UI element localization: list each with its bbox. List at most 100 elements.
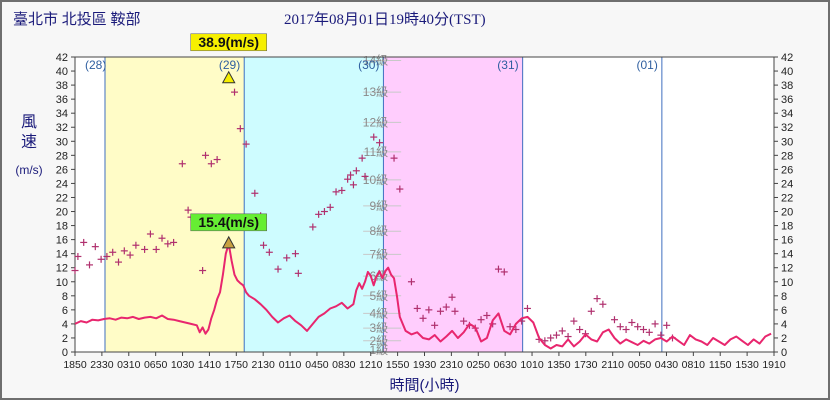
- x-tick-label: 0450: [305, 359, 329, 371]
- gust-point: [291, 250, 299, 258]
- band-pre: [75, 57, 105, 352]
- gust-point: [506, 323, 514, 331]
- x-tick-label: 1910: [762, 359, 786, 371]
- gust-point: [236, 125, 244, 133]
- gust-point: [413, 304, 421, 312]
- y-tick-label-right: 8: [781, 291, 787, 303]
- gust-point: [158, 234, 166, 242]
- y-tick-label-right: 28: [781, 150, 793, 162]
- y-tick-label: 26: [56, 164, 68, 176]
- y-tick-label: 12: [56, 263, 68, 275]
- gust-point: [431, 321, 439, 329]
- gust-point: [634, 323, 642, 331]
- gust-point: [91, 243, 99, 251]
- beaufort-label: 6級: [369, 269, 388, 283]
- x-tick-label: 1930: [413, 359, 437, 371]
- y-tick-label: 34: [56, 108, 68, 120]
- gust-point: [109, 248, 117, 256]
- y-tick-label: 24: [56, 178, 68, 190]
- beaufort-label: 5級: [369, 289, 388, 303]
- gust-point: [103, 252, 111, 260]
- gust-point: [80, 238, 88, 246]
- y-tick-label: 18: [56, 221, 68, 233]
- x-tick-label: 1030: [171, 359, 195, 371]
- x-tick-label: 1350: [547, 359, 571, 371]
- band-day: [244, 57, 384, 352]
- gust-point: [425, 306, 433, 314]
- x-tick-label: 1750: [225, 359, 249, 371]
- x-tick-label: 0810: [682, 359, 706, 371]
- y-tick-label-right: 6: [781, 305, 787, 317]
- gust-point: [460, 317, 468, 325]
- gust-point: [645, 328, 653, 336]
- gust-point: [199, 267, 207, 275]
- y-tick-label-right: 0: [781, 347, 787, 359]
- x-tick-label: 0630: [493, 359, 517, 371]
- y-tick-label-right: 18: [781, 221, 793, 233]
- band-day: [661, 57, 774, 352]
- x-tick-label: 0830: [332, 359, 356, 371]
- gust-point: [390, 154, 398, 162]
- gust-point: [407, 278, 415, 286]
- gust-point: [436, 307, 444, 315]
- x-tick-label: 0650: [144, 359, 168, 371]
- gust-point: [332, 188, 340, 196]
- max-gust-label-box: [190, 33, 267, 52]
- max-gust-marker: [221, 70, 236, 84]
- gust-point: [349, 181, 357, 189]
- y-tick-label: 28: [56, 150, 68, 162]
- mean-wind-line: [74, 242, 772, 350]
- gust-point: [599, 300, 607, 308]
- y-label-unit: (m/s): [15, 163, 42, 177]
- gust-point: [141, 245, 149, 253]
- x-tick-label: 1550: [386, 359, 410, 371]
- max-wind-label-box: [190, 213, 267, 232]
- gust-markers: [71, 75, 676, 345]
- y-tick-label-right: 40: [781, 66, 793, 78]
- beaufort-label: 4級: [369, 306, 388, 320]
- gust-point: [361, 172, 369, 180]
- x-tick-label: 1410: [198, 359, 222, 371]
- gust-point: [576, 326, 584, 334]
- gust-point: [587, 307, 595, 315]
- gust-point: [547, 334, 555, 342]
- gust-point: [242, 140, 250, 148]
- y-tick-label: 30: [56, 136, 68, 148]
- y-tick-label: 32: [56, 122, 68, 134]
- gust-point: [558, 327, 566, 335]
- y-tick-label: 38: [56, 80, 68, 92]
- annotations: 38.9(m/s) 15.4(m/s): [190, 33, 267, 249]
- y-label-char: 風: [21, 114, 37, 131]
- max-wind-label: 15.4(m/s): [198, 214, 259, 230]
- y-tick-label-right: 34: [781, 108, 793, 120]
- gust-point: [315, 210, 323, 218]
- gust-point: [639, 326, 647, 334]
- y-tick-label-right: 26: [781, 164, 793, 176]
- gust-point: [448, 293, 456, 301]
- gust-point: [97, 255, 105, 263]
- y-tick-label: 22: [56, 192, 68, 204]
- x-tick-label: 1850: [63, 359, 87, 371]
- y-tick-label-right: 42: [781, 52, 793, 64]
- band-day: [383, 57, 523, 352]
- day-bands: [75, 57, 774, 352]
- gust-point: [483, 311, 491, 319]
- day-label: (01): [637, 58, 658, 72]
- y-axis-label: 風速 (m/s): [15, 114, 42, 177]
- y-tick-label-right: 32: [781, 122, 793, 134]
- beaufort-label: 8級: [369, 224, 388, 238]
- beaufort-label: 10級: [363, 173, 388, 187]
- y-tick-label: 20: [56, 207, 68, 219]
- gust-point: [120, 247, 128, 255]
- gust-point: [231, 88, 239, 96]
- day-label: (31): [497, 58, 518, 72]
- x-tick-label: 2130: [252, 359, 276, 371]
- y-tick-label-right: 30: [781, 136, 793, 148]
- gust-point: [616, 323, 624, 331]
- y-tick-label-right: 4: [781, 319, 787, 331]
- gust-point: [309, 223, 317, 231]
- gust-point: [184, 206, 192, 214]
